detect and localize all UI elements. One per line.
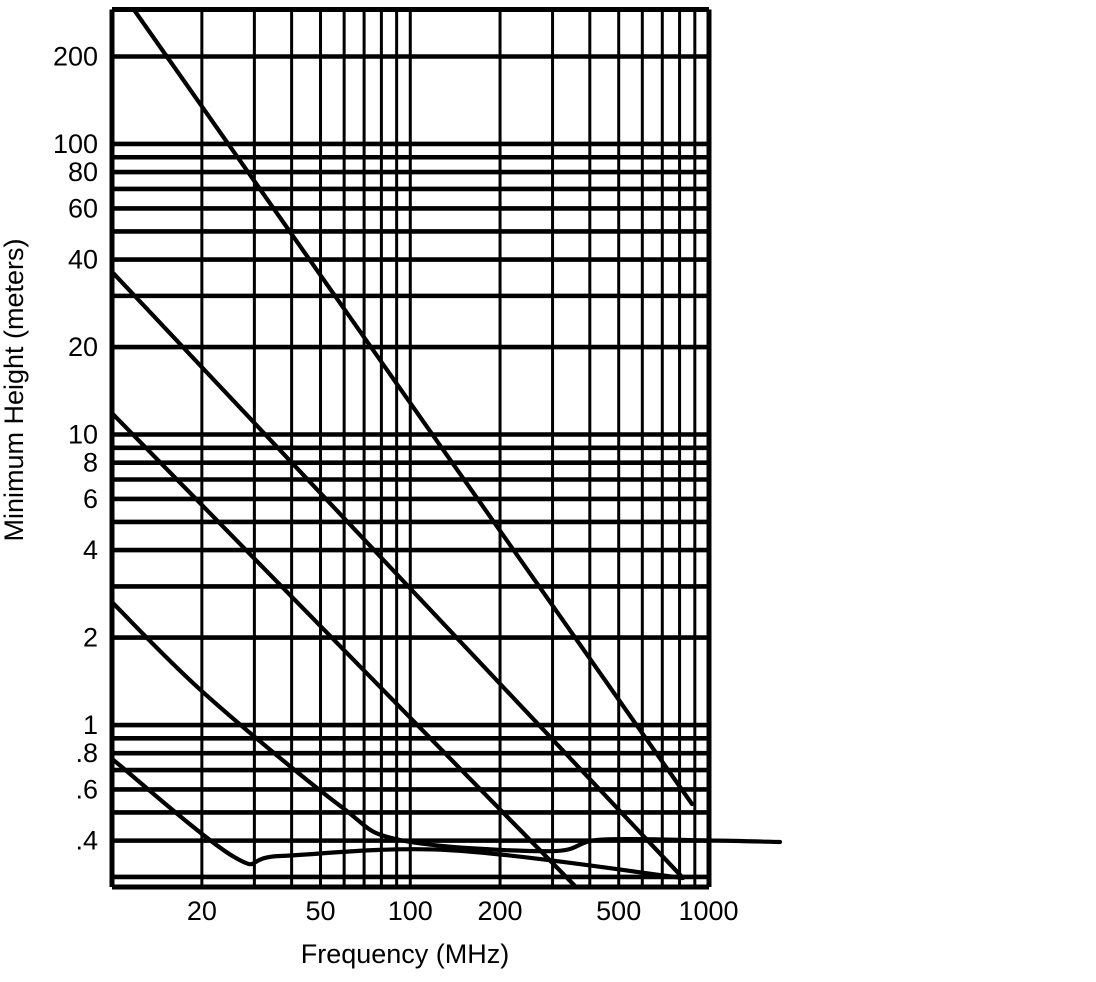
svg-text:50: 50 — [305, 896, 335, 926]
svg-text:8: 8 — [83, 448, 98, 478]
svg-text:60: 60 — [68, 193, 98, 223]
svg-text:Frequency (MHz): Frequency (MHz) — [301, 939, 510, 969]
svg-text:80: 80 — [68, 157, 98, 187]
svg-text:1: 1 — [83, 710, 98, 740]
svg-text:100: 100 — [53, 129, 98, 159]
svg-text:2: 2 — [83, 623, 98, 653]
svg-text:.6: .6 — [75, 775, 98, 805]
svg-text:100: 100 — [388, 896, 433, 926]
svg-text:200: 200 — [53, 42, 98, 72]
svg-text:.4: .4 — [75, 826, 98, 856]
svg-text:4: 4 — [83, 535, 98, 565]
svg-text:500: 500 — [596, 896, 641, 926]
svg-text:20: 20 — [68, 332, 98, 362]
svg-text:10: 10 — [68, 420, 98, 450]
svg-text:.8: .8 — [75, 738, 98, 768]
svg-text:200: 200 — [477, 896, 522, 926]
svg-text:20: 20 — [187, 896, 217, 926]
svg-text:40: 40 — [68, 245, 98, 275]
svg-text:1000: 1000 — [678, 896, 738, 926]
svg-text:6: 6 — [83, 484, 98, 514]
svg-text:Minimum Height (meters): Minimum Height (meters) — [0, 238, 29, 541]
